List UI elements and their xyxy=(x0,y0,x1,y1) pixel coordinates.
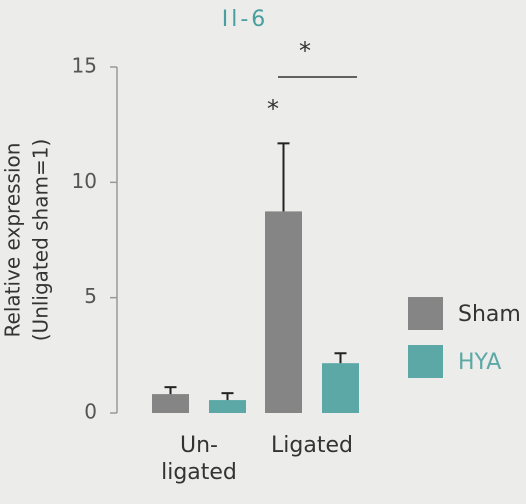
y-tick-label: 0 xyxy=(84,400,97,424)
y-label-line: Relative expression xyxy=(1,143,25,338)
x-tick-label: Ligated xyxy=(271,433,353,458)
x-tick-label: Un- ligated xyxy=(161,433,237,485)
legend-swatch xyxy=(408,345,443,378)
y-tick-label: 10 xyxy=(72,169,97,193)
bar xyxy=(209,400,246,413)
error-bar xyxy=(334,352,347,364)
bar xyxy=(152,394,189,413)
annotation: * xyxy=(299,37,311,65)
error-bar xyxy=(164,386,177,395)
y-tick-label: 5 xyxy=(84,284,97,308)
bar xyxy=(322,363,359,413)
y-label: Relative expression (Unligated sham=1) xyxy=(1,139,53,342)
bar xyxy=(265,211,302,413)
legend-swatch xyxy=(408,297,443,330)
chart-title: Il-6 xyxy=(222,7,269,32)
y-tick-label: 15 xyxy=(72,54,97,78)
legend-label: Sham xyxy=(458,302,521,327)
error-bar xyxy=(277,142,290,212)
error-bar xyxy=(221,392,234,401)
y-label-line: (Unligated sham=1) xyxy=(29,139,53,342)
legend-label: HYA xyxy=(458,350,501,375)
annotation: * xyxy=(267,95,279,123)
